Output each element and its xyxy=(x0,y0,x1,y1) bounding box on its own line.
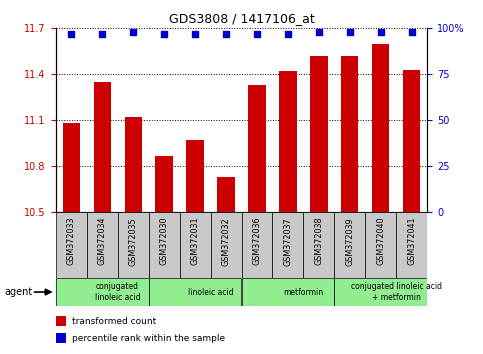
Text: conjugated
linoleic acid: conjugated linoleic acid xyxy=(95,282,141,302)
Bar xyxy=(56,212,86,278)
Point xyxy=(160,31,168,37)
Bar xyxy=(372,44,389,212)
Text: GSM372040: GSM372040 xyxy=(376,217,385,266)
Point xyxy=(67,31,75,37)
Point xyxy=(129,29,137,35)
Bar xyxy=(341,56,358,212)
Text: GSM372035: GSM372035 xyxy=(128,217,138,266)
Bar xyxy=(366,212,397,278)
Bar xyxy=(62,124,80,212)
Bar xyxy=(280,71,297,212)
Bar xyxy=(86,212,117,278)
Bar xyxy=(397,212,427,278)
Text: GSM372034: GSM372034 xyxy=(98,217,107,266)
Text: GSM372032: GSM372032 xyxy=(222,217,230,266)
Bar xyxy=(149,212,180,278)
Text: GSM372039: GSM372039 xyxy=(345,217,355,266)
Text: GSM372030: GSM372030 xyxy=(159,217,169,266)
Text: agent: agent xyxy=(5,287,33,297)
Bar xyxy=(156,156,172,212)
Bar xyxy=(186,140,203,212)
Text: GSM372037: GSM372037 xyxy=(284,217,293,266)
Bar xyxy=(56,316,66,326)
Text: GDS3808 / 1417106_at: GDS3808 / 1417106_at xyxy=(169,12,314,25)
Bar xyxy=(248,85,266,212)
Bar xyxy=(303,212,334,278)
Bar xyxy=(272,212,303,278)
Bar xyxy=(56,278,149,306)
Point xyxy=(377,29,385,35)
Text: metformin: metformin xyxy=(284,287,324,297)
Point xyxy=(191,31,199,37)
Bar xyxy=(149,278,242,306)
Bar xyxy=(242,212,272,278)
Text: GSM372041: GSM372041 xyxy=(408,217,416,266)
Bar xyxy=(334,278,427,306)
Text: GSM372031: GSM372031 xyxy=(190,217,199,266)
Bar xyxy=(311,56,327,212)
Bar xyxy=(211,212,242,278)
Bar xyxy=(94,82,111,212)
Bar xyxy=(217,177,235,212)
Point xyxy=(315,29,323,35)
Bar xyxy=(56,333,66,343)
Point xyxy=(98,31,106,37)
Bar xyxy=(180,212,211,278)
Point xyxy=(408,29,416,35)
Point xyxy=(253,31,261,37)
Bar xyxy=(117,212,149,278)
Point xyxy=(284,31,292,37)
Text: conjugated linoleic acid
+ metformin: conjugated linoleic acid + metformin xyxy=(351,282,442,302)
Point xyxy=(346,29,354,35)
Text: GSM372033: GSM372033 xyxy=(67,217,75,266)
Bar xyxy=(125,117,142,212)
Point xyxy=(222,31,230,37)
Bar xyxy=(403,70,421,212)
Text: transformed count: transformed count xyxy=(72,317,156,326)
Bar xyxy=(334,212,366,278)
Text: linoleic acid: linoleic acid xyxy=(188,287,233,297)
Text: percentile rank within the sample: percentile rank within the sample xyxy=(72,334,226,343)
Text: GSM372038: GSM372038 xyxy=(314,217,324,266)
Bar xyxy=(242,278,334,306)
Text: GSM372036: GSM372036 xyxy=(253,217,261,266)
